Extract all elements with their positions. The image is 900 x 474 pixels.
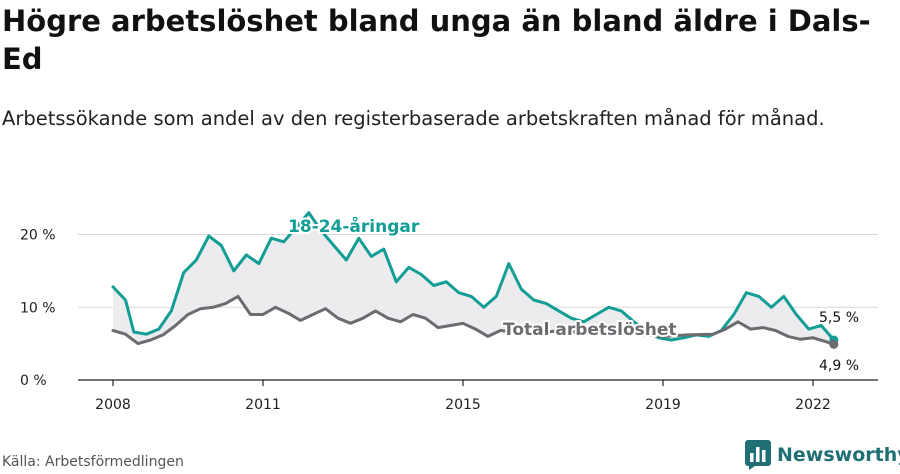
x-tick-label: 2019 [645, 397, 681, 413]
series-label-total: Total arbetslöshet [503, 320, 677, 340]
series-labels: 18-24-åringar Total arbetslöshet 5,5 % 4,9 … [286, 213, 859, 374]
x-tick-label: 2015 [445, 397, 481, 413]
source-note: Källa: Arbetsförmedlingen [2, 454, 184, 470]
x-tick-label: 2008 [95, 397, 131, 413]
series-line-total [111, 294, 836, 346]
y-tick-label: 0 % [20, 373, 47, 389]
end-value-youth: 5,5 % [819, 310, 859, 326]
x-tick-label: 2011 [245, 397, 281, 413]
axes: 0 % 10 % 20 % 2008 2011 2015 2019 2022 [20, 228, 878, 413]
brand-name: Newsworthy [777, 444, 900, 466]
chart-subtitle: Arbetssökande som andel av den registerb… [2, 107, 825, 130]
y-tick-label: 10 % [20, 300, 56, 316]
y-tick-label: 20 % [20, 228, 56, 244]
shaded-area [113, 214, 834, 345]
series-label-youth: 18-24-åringar [288, 215, 420, 237]
brand-logo[interactable]: Newsworthy [745, 440, 900, 470]
series-lines [111, 211, 839, 349]
bar-chart-logo-icon [745, 440, 771, 470]
end-value-total: 4,9 % [819, 358, 859, 374]
end-point-total [829, 339, 839, 349]
gap-area [113, 214, 834, 345]
chart-title: Högre arbetslöshet bland unga än bland ä… [2, 4, 871, 76]
x-tick-label: 2022 [795, 397, 831, 413]
